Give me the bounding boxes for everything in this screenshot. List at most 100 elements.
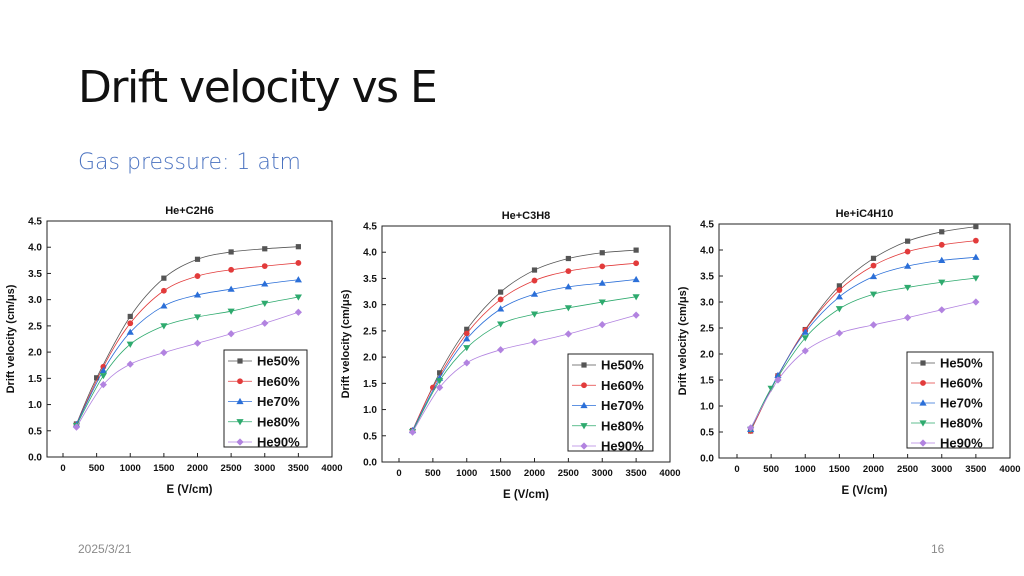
marker-circle	[920, 380, 926, 386]
y-tick-label: 4.5	[28, 217, 42, 228]
chart-2: He+C3H8 0.0 0.5 1.0 1.5 2.0 2.5 3.0 3.5 4.0 4.5 0 50…	[340, 210, 681, 501]
chart-title: He+C3H8	[502, 210, 551, 222]
legend-item: He50%	[572, 358, 644, 373]
y-tick-label: 4.0	[363, 248, 377, 259]
marker-diamond	[261, 319, 269, 327]
marker-triangle-down	[580, 423, 588, 430]
marker-triangle-down	[497, 321, 505, 328]
series-he70pct	[747, 253, 980, 432]
marker-triangle-down	[436, 378, 444, 385]
marker-circle	[497, 296, 504, 303]
slide-subtitle: Gas pressure: 1 atm	[78, 150, 301, 175]
y-tick-label: 0.5	[700, 428, 714, 439]
marker-triangle-down	[294, 294, 302, 301]
marker-diamond	[160, 349, 168, 357]
y-tick-label: 1.5	[363, 379, 377, 390]
marker-triangle-up	[801, 328, 809, 335]
marker-square	[836, 283, 842, 289]
marker-triangle-down	[126, 341, 134, 348]
marker-circle	[127, 320, 134, 327]
marker-diamond	[747, 424, 755, 432]
marker-triangle-up	[904, 262, 912, 269]
marker-square	[127, 313, 133, 320]
y-tick-label: 0.5	[28, 426, 42, 437]
marker-diamond	[904, 314, 912, 322]
marker-diamond	[598, 320, 606, 329]
y-tick-label: 4.5	[363, 222, 377, 233]
x-tick-label: 1500	[829, 464, 850, 475]
x-tick-label: 500	[425, 468, 441, 479]
legend-label: He70%	[257, 394, 300, 409]
marker-diamond	[530, 338, 539, 346]
marker-triangle-up	[938, 256, 946, 263]
marker-triangle-down	[530, 311, 539, 318]
marker-square	[599, 250, 605, 256]
legend-item: He50%	[228, 354, 300, 369]
x-tick-label: 3000	[931, 464, 952, 475]
x-axis-label: E (V/cm)	[503, 489, 549, 501]
marker-triangle-down	[919, 420, 927, 427]
marker-circle	[599, 263, 606, 270]
series-he90pct	[72, 308, 302, 431]
x-tick-label: 3500	[965, 464, 986, 475]
marker-diamond	[227, 330, 235, 338]
marker-triangle-up	[160, 302, 168, 309]
marker-circle	[870, 262, 877, 269]
marker-diamond	[408, 428, 417, 436]
x-tick-label: 2500	[558, 468, 579, 479]
y-tick-label: 1.5	[28, 374, 42, 385]
marker-square	[161, 275, 167, 281]
legend: He50% He60% He70% He80% He90%	[223, 349, 308, 450]
y-tick-label: 3.0	[363, 300, 377, 311]
marker-triangle-up	[835, 293, 843, 300]
marker-diamond	[193, 339, 202, 347]
series-line	[412, 279, 637, 431]
marker-triangle-up	[261, 280, 269, 287]
legend-label: He80%	[601, 418, 644, 433]
series-line	[750, 277, 976, 430]
series-line	[76, 279, 299, 425]
marker-square	[973, 224, 979, 230]
slide-date: 2025/3/21	[78, 542, 132, 556]
chart-title: He+C2H6	[165, 205, 214, 217]
marker-triangle-up	[972, 253, 980, 260]
legend-label: He80%	[940, 416, 983, 431]
marker-triangle-down	[972, 275, 980, 282]
x-tick-label: 0	[60, 463, 65, 474]
marker-triangle-down	[227, 308, 235, 315]
legend-label: He50%	[940, 356, 983, 371]
marker-triangle-up	[869, 272, 878, 280]
legend-label: He70%	[601, 398, 644, 413]
marker-square	[870, 255, 877, 261]
marker-square	[531, 267, 538, 273]
marker-triangle-down	[632, 294, 640, 301]
marker-diamond	[801, 347, 809, 355]
marker-square	[464, 326, 470, 332]
x-tick-label: 3000	[592, 468, 613, 479]
y-axis-label: Drift velocity (cm/μs)	[5, 284, 17, 393]
marker-square	[920, 360, 926, 366]
x-tick-label: 1500	[153, 463, 174, 474]
series-he80pct	[72, 294, 302, 430]
series-line	[412, 314, 637, 433]
marker-circle	[194, 273, 201, 279]
marker-triangle-up	[99, 366, 107, 374]
y-tick-label: 0.0	[28, 453, 42, 464]
x-tick-label: 3500	[626, 468, 647, 479]
marker-triangle-down	[801, 335, 809, 342]
legend-item: He60%	[911, 376, 983, 391]
series-line	[76, 311, 299, 428]
marker-triangle-up	[564, 283, 572, 290]
marker-triangle-down	[236, 419, 244, 426]
x-tick-label: 1500	[490, 468, 511, 479]
legend-item: He60%	[228, 374, 300, 389]
marker-triangle-down	[869, 291, 878, 298]
marker-triangle-up	[294, 276, 302, 283]
legend-item: He90%	[228, 435, 300, 450]
x-tick-label: 500	[89, 463, 105, 474]
legend-label: He90%	[257, 435, 300, 450]
legend-label: He60%	[257, 374, 300, 389]
y-axis-label: Drift velocity (cm/μs)	[340, 289, 352, 398]
marker-diamond	[774, 376, 782, 384]
y-tick-label: 4.0	[28, 243, 42, 254]
